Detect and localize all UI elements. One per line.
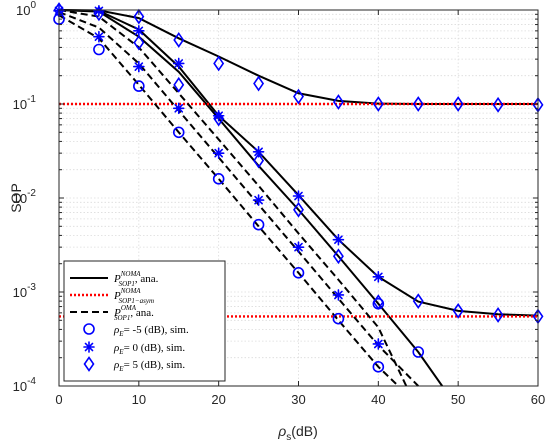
legend-label: ρE= 5 (dB), sim. <box>113 359 185 373</box>
marker-star <box>212 147 225 159</box>
curve-dashed <box>58 11 419 387</box>
marker-diamond <box>332 248 344 265</box>
marker-diamond <box>492 96 504 113</box>
grid <box>58 10 539 387</box>
marker-diamond <box>412 293 424 310</box>
marker-diamond <box>253 75 265 92</box>
marker-diamond <box>173 32 185 48</box>
marker-circle <box>332 312 345 325</box>
legend-label: PNOMA SOP1−asym <box>113 287 154 305</box>
y-tick-label: 10-2 <box>13 188 37 206</box>
marker-circle <box>172 126 185 139</box>
legend-label: POMA SOP1, ana. <box>113 304 154 322</box>
x-axis-label: ρs(dB) <box>277 423 317 442</box>
marker-circle <box>212 173 225 185</box>
marker-circle <box>412 346 425 358</box>
marker-star <box>372 271 385 283</box>
y-axis-label: SOP <box>8 183 24 213</box>
marker-diamond <box>412 96 424 112</box>
curve-dashed <box>58 9 408 387</box>
marker-star <box>252 194 265 206</box>
marker-star <box>332 289 345 301</box>
marker-diamond <box>372 96 384 112</box>
marker-star <box>83 341 95 353</box>
curve-dashed <box>58 14 399 387</box>
marker-star <box>372 338 385 350</box>
marker-star <box>172 102 185 115</box>
marker-star <box>252 146 265 158</box>
markers <box>53 2 544 373</box>
legend-label: ρE= 0 (dB), sim. <box>113 342 185 356</box>
x-tick-label: 60 <box>531 392 545 407</box>
marker-diamond <box>213 55 225 72</box>
marker-diamond <box>372 294 384 311</box>
y-tick-label: 100 <box>16 0 36 18</box>
x-tick-label: 50 <box>451 392 465 407</box>
marker-diamond <box>133 34 145 51</box>
legend-label: PNOMA SOP1, ana. <box>113 270 159 288</box>
marker-diamond <box>93 5 105 22</box>
x-tick-label: 40 <box>371 392 385 407</box>
marker-diamond <box>253 152 265 169</box>
marker-diamond <box>332 94 344 110</box>
y-tick-label: 10-1 <box>13 94 37 112</box>
marker-circle <box>83 323 95 335</box>
legend-label: ρE= -5 (dB), sim. <box>113 324 189 338</box>
marker-star <box>93 30 105 43</box>
marker-diamond <box>492 307 504 323</box>
ticks: 0 10 20 30 40 50 60 10-4 10-3 10-2 10-1 100 <box>13 0 546 407</box>
marker-circle <box>133 80 145 92</box>
x-tick-label: 30 <box>291 392 305 407</box>
y-tick-label: 10-3 <box>13 282 37 300</box>
marker-diamond <box>173 76 185 93</box>
marker-diamond <box>83 356 95 372</box>
marker-star <box>292 190 305 202</box>
marker-circle <box>93 43 105 56</box>
curve-solid <box>58 9 538 105</box>
marker-diamond <box>213 110 225 127</box>
marker-diamond <box>293 88 304 105</box>
marker-star <box>332 233 345 246</box>
marker-diamond <box>293 201 304 218</box>
marker-star <box>172 57 185 70</box>
marker-star <box>133 25 145 37</box>
x-tick-label: 0 <box>55 392 62 407</box>
marker-diamond <box>133 8 145 25</box>
x-tick-label: 20 <box>211 392 225 407</box>
marker-circle <box>292 267 305 279</box>
marker-star <box>292 241 305 253</box>
marker-star <box>133 60 145 73</box>
marker-circle <box>252 218 265 231</box>
x-tick-label: 10 <box>132 392 146 407</box>
marker-diamond <box>452 96 464 112</box>
marker-circle <box>372 361 385 373</box>
marker-diamond <box>452 302 464 319</box>
y-tick-label: 10-4 <box>13 376 37 394</box>
